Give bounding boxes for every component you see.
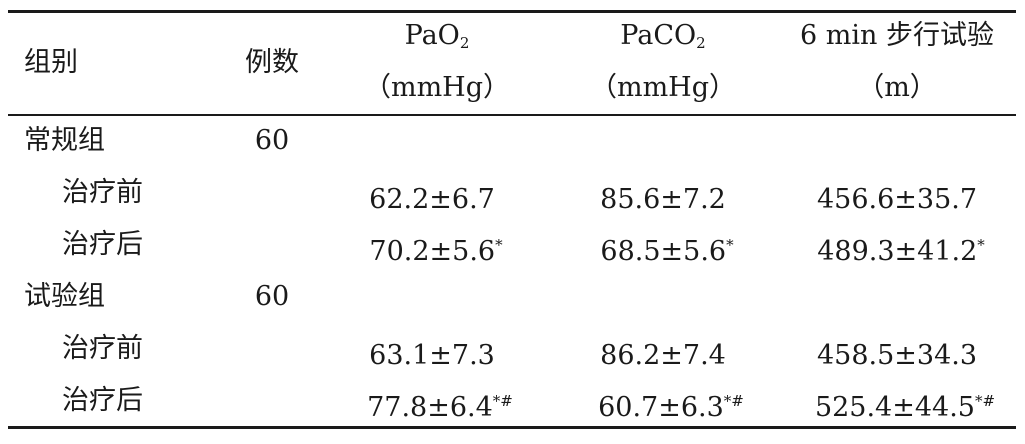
paco2-value: 68.5±5.6* xyxy=(600,236,734,267)
walk-value: 458.5±34.3 xyxy=(816,340,978,371)
pao2-value: 62.2±6.7 xyxy=(369,184,495,215)
header-paco2: PaCO2 xyxy=(620,20,705,59)
walk-value: 489.3±41.2* xyxy=(817,236,985,267)
walk-value: 525.4±44.5*# xyxy=(814,392,996,423)
header-walk-unit: （m） xyxy=(857,72,937,103)
header-pao2: PaO2 xyxy=(405,20,470,59)
row-count: 60 xyxy=(254,125,290,156)
paco2-value: 86.2±7.4 xyxy=(600,340,726,371)
row-label: 常规组 xyxy=(24,125,105,156)
header-paco2-main: PaCO xyxy=(620,20,697,51)
header-paco2-unit: （mmHg） xyxy=(589,72,737,103)
header-pao2-main: PaO xyxy=(404,20,460,51)
header-group: 组别 xyxy=(24,47,78,78)
pao2-value: 70.2±5.6* xyxy=(369,236,503,267)
paco2-value: 85.6±7.2 xyxy=(600,184,726,215)
header-walk-test: 6 min 步行试验 xyxy=(800,20,994,51)
header-pao2-sub: 2 xyxy=(459,34,470,52)
row-count: 60 xyxy=(254,281,290,312)
table-header-rule xyxy=(8,114,1016,116)
row-label: 治疗前 xyxy=(62,333,143,364)
walk-value: 456.6±35.7 xyxy=(816,184,978,215)
row-label: 治疗后 xyxy=(62,385,143,416)
header-pao2-unit: （mmHg） xyxy=(363,72,511,103)
row-label: 治疗前 xyxy=(62,177,143,208)
paco2-value: 60.7±6.3*# xyxy=(598,392,744,423)
row-label: 试验组 xyxy=(24,281,105,312)
row-label: 治疗后 xyxy=(62,229,143,260)
pao2-value: 77.8±6.4*# xyxy=(367,392,513,423)
header-count: 例数 xyxy=(245,47,299,78)
table-top-rule xyxy=(8,10,1016,13)
table-bottom-rule xyxy=(8,426,1016,429)
header-paco2-sub: 2 xyxy=(696,34,706,52)
pao2-value: 63.1±7.3 xyxy=(369,340,495,371)
